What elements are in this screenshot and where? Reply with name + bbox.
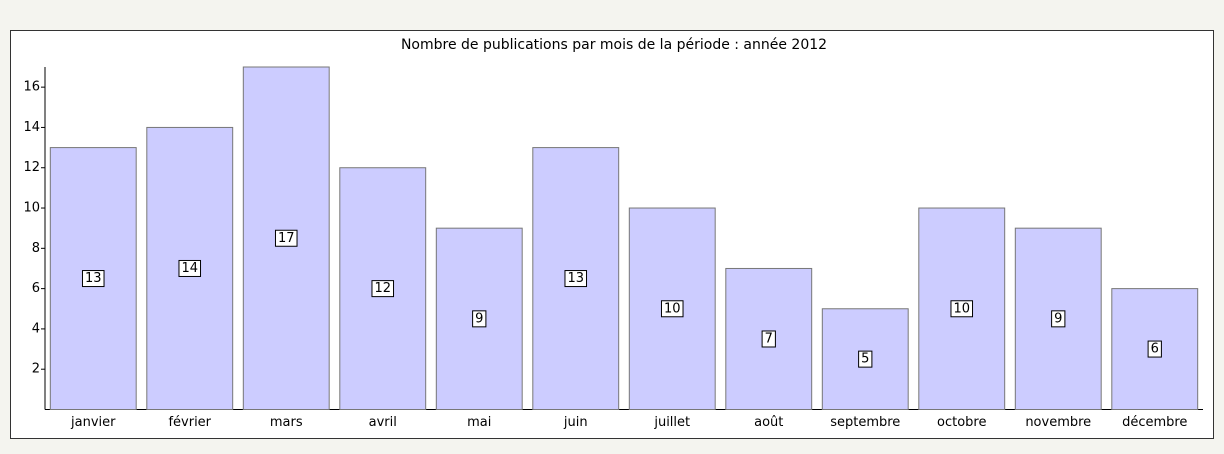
x-tick-label: avril [369, 415, 397, 430]
x-tick-label: mai [467, 415, 491, 430]
y-tick-label: 4 [32, 321, 40, 336]
value-label-box [858, 350, 873, 368]
value-label: 5 [861, 352, 869, 367]
value-label: 14 [181, 261, 198, 276]
value-label: 9 [475, 311, 483, 326]
value-label: 10 [953, 301, 970, 316]
x-tick-label: février [168, 415, 211, 430]
value-label: 7 [765, 331, 773, 346]
value-label-box [472, 310, 487, 328]
y-tick-label: 10 [23, 201, 40, 216]
x-tick-label: novembre [1025, 415, 1091, 430]
value-label: 10 [664, 301, 681, 316]
x-tick-label: août [754, 415, 783, 430]
value-label-box [178, 259, 202, 277]
value-label-box [1147, 340, 1162, 358]
x-tick-label: septembre [830, 415, 900, 430]
value-label-box [81, 270, 105, 288]
y-tick-label: 14 [23, 120, 40, 135]
x-tick-label: octobre [937, 415, 986, 430]
chart-title: Nombre de publications par mois de la pé… [401, 37, 827, 53]
value-label-box [950, 300, 974, 318]
x-tick-label: juillet [653, 415, 690, 430]
value-label: 12 [374, 281, 391, 296]
value-label-box [660, 300, 684, 318]
value-label-box [1051, 310, 1066, 328]
value-label: 6 [1151, 342, 1159, 357]
value-label-box [564, 270, 588, 288]
x-tick-label: juin [563, 415, 588, 430]
y-tick-label: 2 [32, 362, 40, 377]
x-tick-label: décembre [1122, 415, 1187, 430]
value-label: 17 [278, 231, 295, 246]
y-tick-label: 16 [23, 80, 40, 95]
value-label: 13 [567, 271, 584, 286]
y-tick-label: 6 [32, 281, 40, 296]
value-label: 13 [85, 271, 102, 286]
x-tick-label: mars [270, 415, 303, 430]
y-tick-label: 8 [32, 241, 40, 256]
value-label-box [274, 229, 298, 247]
y-tick-label: 12 [23, 160, 40, 175]
value-label: 9 [1054, 311, 1062, 326]
value-label-box [761, 330, 776, 348]
value-label-box [371, 280, 395, 298]
x-tick-label: janvier [70, 415, 116, 430]
